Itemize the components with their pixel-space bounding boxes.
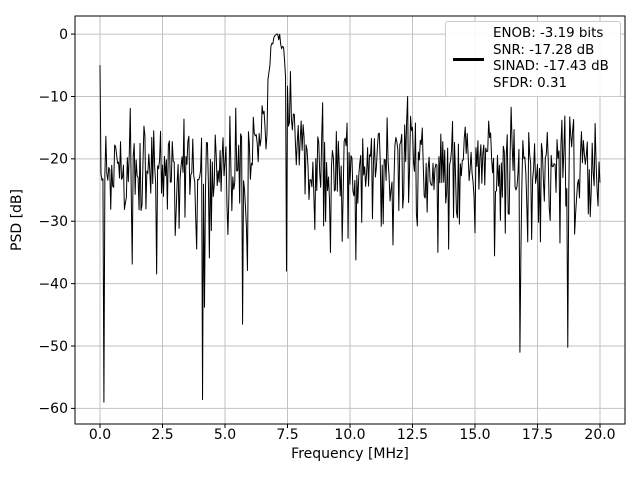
x-axis-label: Frequency [MHz] <box>291 446 409 462</box>
psd-line-series <box>99 33 601 403</box>
y-tick-label: −40 <box>38 276 68 292</box>
legend-snr-label: SNR: -17.28 dB <box>493 42 595 58</box>
legend-sinad-label: SINAD: -17.43 dB <box>493 59 609 74</box>
x-tick-label: 20.0 <box>584 427 615 443</box>
legend: ENOB: -3.19 bits SNR: -17.28 dB SINAD: -… <box>445 21 621 97</box>
y-tick-label: 0 <box>59 27 68 43</box>
axis-ticks <box>71 33 601 428</box>
legend-text-block: ENOB: -3.19 bits SNR: -17.28 dB SINAD: -… <box>493 26 609 92</box>
x-tick-label: 0.0 <box>89 427 111 443</box>
x-tick-label: 5.0 <box>214 427 236 443</box>
y-tick-label: −20 <box>38 152 68 168</box>
legend-line-sample-icon <box>453 57 484 61</box>
x-tick-label: 12.5 <box>397 427 428 443</box>
x-tick-label: 2.5 <box>151 427 173 443</box>
tick-labels: 0.0 2.5 5.0 7.5 10.0 12.5 15.0 17.5 20.0 0 −10 −20 −… <box>38 27 615 443</box>
y-tick-label: −10 <box>38 89 68 105</box>
legend-enob-label: ENOB: -3.19 bits <box>493 26 604 41</box>
y-tick-label: −60 <box>38 401 68 417</box>
gridlines <box>75 16 625 424</box>
y-axis-label: PSD [dB] <box>9 189 25 251</box>
x-tick-label: 17.5 <box>522 427 553 443</box>
x-tick-label: 10.0 <box>334 427 365 443</box>
y-tick-label: −50 <box>38 339 68 355</box>
y-tick-label: −30 <box>38 214 68 230</box>
x-tick-label: 7.5 <box>276 427 298 443</box>
x-tick-label: 15.0 <box>459 427 490 443</box>
legend-sfdr-label: SFDR: 0.31 <box>493 75 567 91</box>
